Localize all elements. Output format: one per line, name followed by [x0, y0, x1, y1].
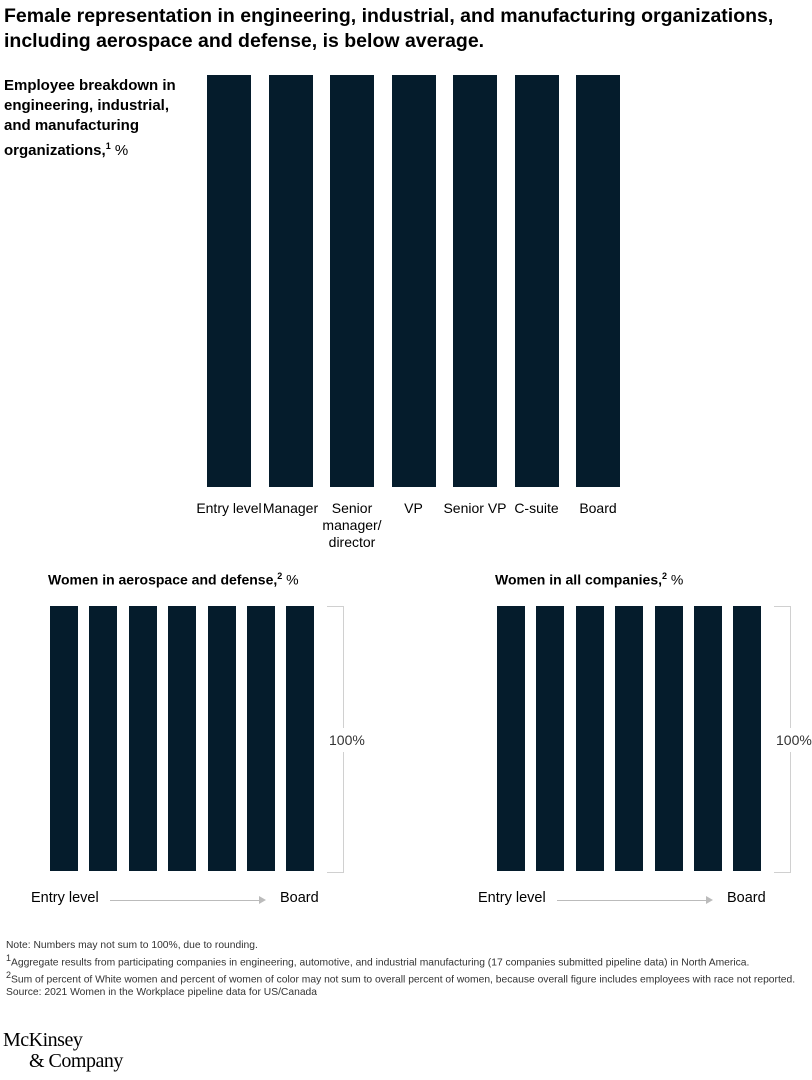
- note-rounding: Note: Numbers may not sum to 100%, due t…: [6, 940, 258, 951]
- all-companies-chart-title: Women in all companies,2 %: [495, 571, 683, 588]
- footnote-marker: 2: [6, 970, 12, 981]
- scale-label: 100%: [776, 728, 812, 752]
- bar-6: [733, 606, 762, 871]
- x-end-label: Board: [280, 890, 319, 906]
- main-chart-label: Employee breakdown in engineering, indus…: [4, 76, 194, 161]
- bar-0: [497, 606, 525, 871]
- x-start-label: Entry level: [478, 890, 546, 906]
- footnotes: Note: Numbers may not sum to 100%, due t…: [6, 940, 806, 999]
- bar-4: [453, 75, 497, 487]
- unit-label: %: [286, 571, 299, 588]
- main-chart-title: Employee breakdown in engineering, indus…: [4, 77, 176, 159]
- bar-1: [536, 606, 565, 871]
- logo-line-2: & Company: [29, 1050, 123, 1072]
- bar-2: [330, 75, 374, 487]
- unit-label: %: [670, 571, 684, 588]
- bar-2: [575, 606, 604, 871]
- bar-1: [268, 75, 313, 487]
- bar-4: [654, 606, 683, 871]
- footnote-marker: 1: [6, 953, 12, 963]
- bar-5: [514, 75, 559, 487]
- scale-label: 100%: [329, 728, 365, 752]
- footnote-ref: 1: [105, 141, 111, 151]
- bar-3: [615, 606, 644, 871]
- category-label: Senior VP: [443, 500, 507, 516]
- footnote-ref: 2: [662, 571, 668, 581]
- bar-1: [89, 606, 118, 871]
- note-2-text: Sum of percent of White women and percen…: [11, 974, 796, 986]
- category-label: VP: [404, 500, 423, 516]
- bar-3: [168, 606, 197, 871]
- chart-title: Female representation in engineering, in…: [4, 5, 774, 52]
- mckinsey-logo: McKinsey & Company: [3, 1030, 123, 1072]
- bar-0: [50, 606, 78, 871]
- unit-label: %: [114, 142, 129, 159]
- note-1: 1Aggregate results from participating co…: [6, 952, 806, 969]
- aerospace-title-text: Women in aerospace and defense,: [48, 571, 278, 588]
- note-source: Source: 2021 Women in the Workplace pipe…: [6, 986, 317, 998]
- bar-0: [207, 75, 251, 487]
- footnote-ref: 2: [277, 571, 283, 581]
- note-1-text: Aggregate results from participating com…: [11, 957, 750, 969]
- x-start-label: Entry level: [31, 890, 99, 906]
- bar-6: [286, 606, 315, 871]
- category-label: Board: [579, 500, 617, 516]
- direction-arrow: [557, 896, 713, 904]
- bar-4: [207, 606, 236, 871]
- category-label: Senior manager/ director: [322, 500, 382, 550]
- note-2: 2Sum of percent of White women and perce…: [6, 969, 806, 986]
- category-label: Entry level: [196, 500, 262, 516]
- bar-5: [247, 606, 275, 871]
- aerospace-chart-title: Women in aerospace and defense,2 %: [48, 571, 299, 588]
- x-end-label: Board: [727, 890, 766, 906]
- bar-3: [391, 75, 436, 487]
- direction-arrow: [110, 896, 266, 904]
- bar-6: [576, 75, 620, 487]
- bar-5: [694, 606, 722, 871]
- category-label: Manager: [262, 500, 319, 516]
- all-companies-title-text: Women in all companies,: [495, 571, 663, 588]
- bar-2: [128, 606, 157, 871]
- logo-line-1: McKinsey: [3, 1029, 83, 1051]
- category-label: C-suite: [514, 500, 559, 516]
